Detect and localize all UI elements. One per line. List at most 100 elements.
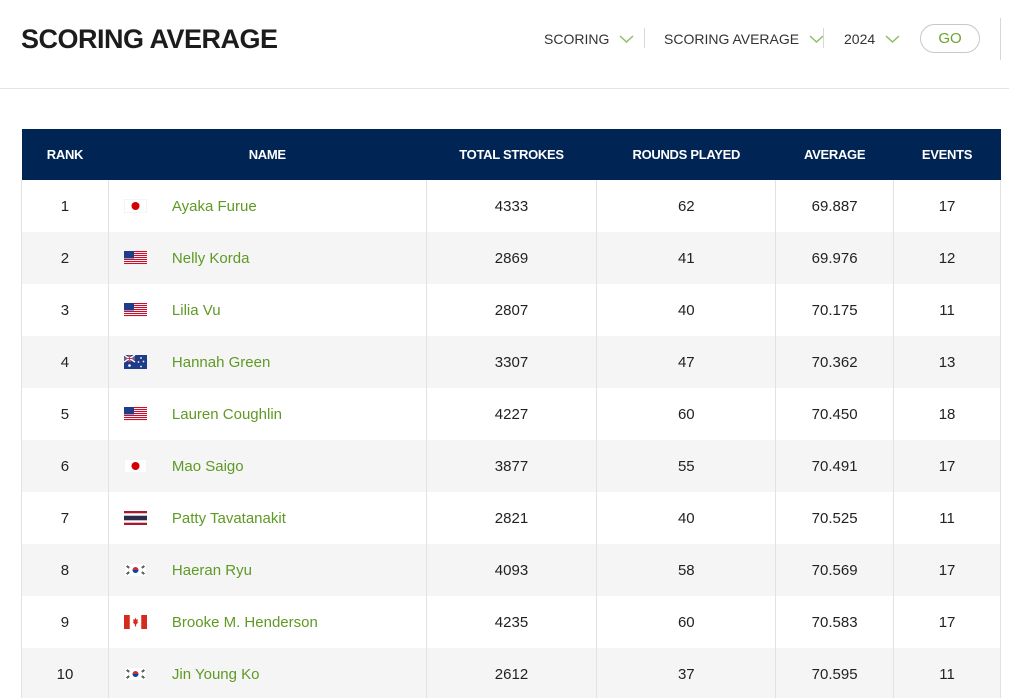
australia-flag-icon — [123, 354, 147, 369]
average-cell: 70.491 — [775, 440, 895, 492]
player-name-link[interactable]: Lauren Coughlin — [171, 405, 282, 423]
chevron-down-icon — [885, 35, 900, 44]
events-cell: 11 — [893, 648, 1001, 698]
player-name-link[interactable]: Mao Saigo — [171, 457, 244, 475]
events-cell: 17 — [893, 180, 1001, 232]
rounds-played-cell: 62 — [596, 180, 777, 232]
rank-cell: 10 — [21, 648, 109, 698]
total-strokes-cell: 3877 — [426, 440, 598, 492]
player-name-link[interactable]: Brooke M. Henderson — [171, 613, 318, 631]
player-name-link[interactable]: Nelly Korda — [171, 249, 250, 267]
filter-divider — [644, 28, 645, 48]
go-button[interactable]: GO — [920, 24, 980, 53]
filter-divider — [823, 28, 824, 48]
events-cell: 11 — [893, 284, 1001, 336]
events-cell: 17 — [893, 440, 1001, 492]
chevron-down-icon — [809, 35, 824, 44]
table-row: 3 Lilia Vu 2807 40 70.175 11 — [21, 284, 1001, 336]
table-row: 2 Nelly Korda 2869 41 69.976 12 — [21, 232, 1001, 284]
category-dropdown[interactable]: SCORING — [544, 28, 634, 50]
rank-cell: 6 — [21, 440, 109, 492]
rounds-played-cell: 60 — [596, 388, 777, 440]
japan-flag-icon — [123, 198, 148, 214]
average-cell: 70.583 — [775, 596, 895, 648]
player-name-link[interactable]: Haeran Ryu — [171, 561, 252, 579]
table-row: 9 Brooke M. Henderson 4235 60 70.583 17 — [21, 596, 1001, 648]
japan-flag-icon — [123, 458, 148, 474]
usa-flag-icon — [123, 407, 147, 421]
total-strokes-cell: 4227 — [426, 388, 598, 440]
table-row: 7 Patty Tavatanakit 2821 40 70.525 11 — [21, 492, 1001, 544]
rounds-played-cell: 41 — [596, 232, 777, 284]
average-cell: 70.450 — [775, 388, 895, 440]
category-dropdown-label: SCORING — [544, 31, 610, 47]
player-name-link[interactable]: Hannah Green — [171, 353, 271, 371]
total-strokes-cell: 2612 — [426, 648, 598, 698]
year-dropdown[interactable]: 2024 — [844, 28, 900, 50]
rounds-played-cell: 47 — [596, 336, 777, 388]
column-header-rounds-played[interactable]: ROUNDS PLAYED — [632, 147, 741, 162]
rounds-played-cell: 40 — [596, 284, 777, 336]
rank-cell: 9 — [21, 596, 109, 648]
events-cell: 17 — [893, 544, 1001, 596]
average-cell: 70.595 — [775, 648, 895, 698]
name-cell: Brooke M. Henderson — [108, 596, 427, 648]
year-dropdown-label: 2024 — [844, 31, 876, 47]
name-cell: Nelly Korda — [108, 232, 427, 284]
events-cell: 13 — [893, 336, 1001, 388]
total-strokes-cell: 2821 — [426, 492, 598, 544]
column-header-average[interactable]: AVERAGE — [804, 147, 866, 162]
column-header-rank[interactable]: RANK — [46, 147, 84, 162]
thailand-flag-icon — [123, 511, 147, 525]
header-divider — [1000, 18, 1001, 60]
scoring-average-table: RANK NAME TOTAL STROKES ROUNDS PLAYED AV… — [21, 129, 1001, 698]
korea-flag-icon — [123, 666, 148, 682]
rank-cell: 4 — [21, 336, 109, 388]
stat-dropdown-label: SCORING AVERAGE — [664, 31, 800, 47]
rank-cell: 3 — [21, 284, 109, 336]
rounds-played-cell: 60 — [596, 596, 777, 648]
rounds-played-cell: 37 — [596, 648, 777, 698]
korea-flag-icon — [123, 562, 148, 578]
total-strokes-cell: 4333 — [426, 180, 598, 232]
total-strokes-cell: 4235 — [426, 596, 598, 648]
events-cell: 11 — [893, 492, 1001, 544]
page-title: SCORING AVERAGE — [21, 24, 278, 54]
name-cell: Ayaka Furue — [108, 180, 427, 232]
name-cell: Jin Young Ko — [108, 648, 427, 698]
table-body: 1 Ayaka Furue 4333 62 69.887 17 2 Nelly Korda 28… — [21, 180, 1001, 698]
average-cell: 69.976 — [775, 232, 895, 284]
player-name-link[interactable]: Lilia Vu — [171, 301, 221, 319]
name-cell: Hannah Green — [108, 336, 427, 388]
total-strokes-cell: 4093 — [426, 544, 598, 596]
rank-cell: 5 — [21, 388, 109, 440]
name-cell: Mao Saigo — [108, 440, 427, 492]
column-header-events[interactable]: EVENTS — [921, 147, 973, 162]
rank-cell: 7 — [21, 492, 109, 544]
name-cell: Haeran Ryu — [108, 544, 427, 596]
column-header-name[interactable]: NAME — [248, 147, 286, 162]
rank-cell: 2 — [21, 232, 109, 284]
usa-flag-icon — [123, 251, 147, 265]
rounds-played-cell: 58 — [596, 544, 777, 596]
table-row: 10 Jin Young Ko 2612 37 70.595 11 — [21, 648, 1001, 698]
stat-dropdown[interactable]: SCORING AVERAGE — [664, 28, 824, 50]
name-cell: Lauren Coughlin — [108, 388, 427, 440]
chevron-down-icon — [619, 35, 634, 44]
name-cell: Lilia Vu — [108, 284, 427, 336]
usa-flag-icon — [123, 303, 147, 317]
player-name-link[interactable]: Ayaka Furue — [171, 197, 257, 215]
average-cell: 70.525 — [775, 492, 895, 544]
events-cell: 18 — [893, 388, 1001, 440]
player-name-link[interactable]: Patty Tavatanakit — [171, 509, 286, 527]
table-row: 4 Hannah Green 3307 47 70.362 13 — [21, 336, 1001, 388]
average-cell: 70.569 — [775, 544, 895, 596]
column-header-total-strokes[interactable]: TOTAL STROKES — [459, 147, 564, 162]
player-name-link[interactable]: Jin Young Ko — [171, 665, 260, 683]
total-strokes-cell: 3307 — [426, 336, 598, 388]
rank-cell: 1 — [21, 180, 109, 232]
rounds-played-cell: 40 — [596, 492, 777, 544]
name-cell: Patty Tavatanakit — [108, 492, 427, 544]
rounds-played-cell: 55 — [596, 440, 777, 492]
average-cell: 70.362 — [775, 336, 895, 388]
